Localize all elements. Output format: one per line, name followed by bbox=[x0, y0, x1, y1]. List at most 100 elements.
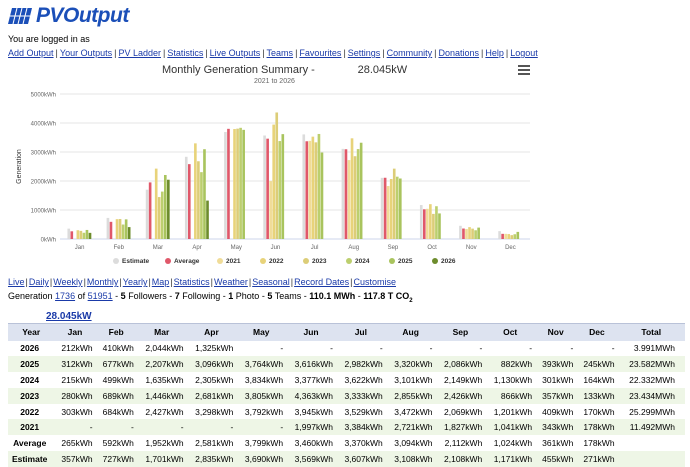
stats-of: of bbox=[77, 291, 86, 301]
column-header-nov: Nov bbox=[535, 323, 577, 341]
nav-separator: | bbox=[55, 48, 58, 58]
subnav-seasonal[interactable]: Seasonal bbox=[252, 277, 290, 287]
subnav-separator: | bbox=[210, 277, 214, 287]
nav-teams[interactable]: Teams bbox=[266, 48, 294, 58]
subnav-customise[interactable]: Customise bbox=[353, 277, 396, 287]
photo-label: Photo bbox=[235, 291, 260, 301]
bar bbox=[184, 156, 188, 239]
table-cell: 3,333kWh bbox=[335, 387, 386, 404]
table-cell: 3,298kWh bbox=[195, 406, 234, 417]
bar bbox=[194, 143, 197, 239]
subnav-weather[interactable]: Weather bbox=[214, 277, 248, 287]
nav-live-outputs[interactable]: Live Outputs bbox=[209, 48, 261, 58]
bar bbox=[187, 164, 191, 239]
bar bbox=[314, 142, 318, 239]
subnav-yearly[interactable]: Yearly bbox=[122, 277, 148, 287]
nav-favourites[interactable]: Favourites bbox=[299, 48, 342, 58]
table-cell: 1,952kWh bbox=[145, 438, 184, 449]
nav-separator: | bbox=[295, 48, 298, 58]
co2-value: 117.8 bbox=[363, 291, 386, 301]
nav-logout[interactable]: Logout bbox=[510, 48, 538, 58]
bar bbox=[347, 160, 351, 239]
bar bbox=[510, 235, 514, 239]
table-cell: 265kWh bbox=[61, 438, 93, 449]
bar bbox=[236, 128, 239, 239]
bar bbox=[513, 234, 517, 239]
subnav-separator: | bbox=[290, 277, 294, 287]
bar bbox=[426, 208, 429, 239]
bar bbox=[206, 200, 209, 239]
row-label: 2026 bbox=[20, 343, 40, 354]
nav-settings[interactable]: Settings bbox=[347, 48, 381, 58]
table-cell: 2,086kWh bbox=[435, 356, 486, 373]
pvoutput-logo[interactable]: PVOutput bbox=[8, 4, 129, 28]
column-header-year: Year bbox=[8, 323, 55, 341]
table-cell: 1,635kWh bbox=[145, 374, 184, 385]
table-cell: 393kWh bbox=[535, 356, 577, 373]
total-link[interactable]: 51951 bbox=[87, 291, 113, 301]
bar bbox=[160, 191, 164, 239]
column-header-apr: Apr bbox=[186, 323, 237, 341]
table-cell: 2,581kWh bbox=[195, 438, 234, 449]
bar bbox=[498, 231, 501, 239]
table-cell: 410kWh bbox=[102, 343, 134, 354]
y-tick-label: 3000kWh bbox=[31, 151, 56, 157]
bar bbox=[395, 176, 399, 239]
table-cell: 1,446kWh bbox=[136, 387, 187, 404]
nav-your-outputs[interactable]: Your Outputs bbox=[59, 48, 113, 58]
nav-add-output[interactable]: Add Output bbox=[8, 48, 54, 58]
legend-marker bbox=[217, 258, 223, 264]
chart-menu-icon[interactable] bbox=[518, 65, 530, 75]
bar bbox=[124, 219, 128, 239]
subnav-statistics[interactable]: Statistics bbox=[173, 277, 210, 287]
table-cell: 3,805kWh bbox=[236, 387, 287, 404]
table-cell: - bbox=[330, 343, 333, 354]
subnav-separator: | bbox=[148, 277, 151, 287]
nav-help[interactable]: Help bbox=[485, 48, 504, 58]
chart-title: Monthly Generation Summary - 28.045kW bbox=[162, 64, 408, 76]
row-label: 2023 bbox=[8, 387, 55, 404]
table-cell: 3,945kWh bbox=[294, 406, 333, 417]
nav-pv-ladder[interactable]: PV Ladder bbox=[118, 48, 161, 58]
subnav-live[interactable]: Live bbox=[8, 277, 25, 287]
nav-donations[interactable]: Donations bbox=[438, 48, 480, 58]
table-row: 2024 215kWh 499kWh 1,635kWh 2,305kWh 3,834kWh… bbox=[8, 372, 685, 388]
bar bbox=[435, 206, 438, 239]
table-cell: 23.434MWh bbox=[617, 387, 685, 404]
nav-community[interactable]: Community bbox=[386, 48, 433, 58]
system-size-link[interactable]: 28.045kW bbox=[46, 311, 92, 322]
following-label: Following bbox=[182, 291, 221, 301]
nav-separator: | bbox=[481, 48, 484, 58]
table-cell: 727kWh bbox=[95, 451, 137, 467]
bar bbox=[115, 219, 119, 239]
bar bbox=[197, 161, 200, 239]
bar bbox=[504, 233, 507, 239]
bar bbox=[516, 231, 520, 239]
x-tick-label: Apr bbox=[192, 245, 201, 251]
subnav-separator: | bbox=[49, 277, 53, 287]
nav-statistics[interactable]: Statistics bbox=[167, 48, 204, 58]
bar bbox=[419, 205, 423, 239]
column-header-aug: Aug bbox=[385, 323, 436, 341]
table-cell: 133kWh bbox=[576, 387, 618, 404]
subnav-map[interactable]: Map bbox=[151, 277, 170, 287]
table-cell: 2,044kWh bbox=[145, 343, 184, 354]
table-cell: - bbox=[136, 419, 187, 436]
subnav-record-dates[interactable]: Record Dates bbox=[294, 277, 350, 287]
bar bbox=[308, 140, 312, 239]
x-tick-label: Dec bbox=[505, 245, 516, 251]
subnav-monthly[interactable]: Monthly bbox=[86, 277, 119, 287]
bar bbox=[145, 189, 149, 239]
mwh-unit: MWh bbox=[333, 291, 356, 301]
bar bbox=[203, 149, 206, 239]
table-cell bbox=[618, 435, 685, 451]
x-tick-label: Jun bbox=[271, 245, 281, 251]
bar bbox=[474, 230, 477, 239]
table-cell: 3,377kWh bbox=[294, 374, 333, 385]
table-cell: 3,764kWh bbox=[236, 356, 287, 373]
subnav-daily[interactable]: Daily bbox=[28, 277, 49, 287]
table-cell: 3,370kWh bbox=[344, 438, 383, 449]
table-cell: 592kWh bbox=[102, 438, 134, 449]
rank-link[interactable]: 1736 bbox=[55, 291, 76, 301]
subnav-weekly[interactable]: Weekly bbox=[53, 277, 83, 287]
